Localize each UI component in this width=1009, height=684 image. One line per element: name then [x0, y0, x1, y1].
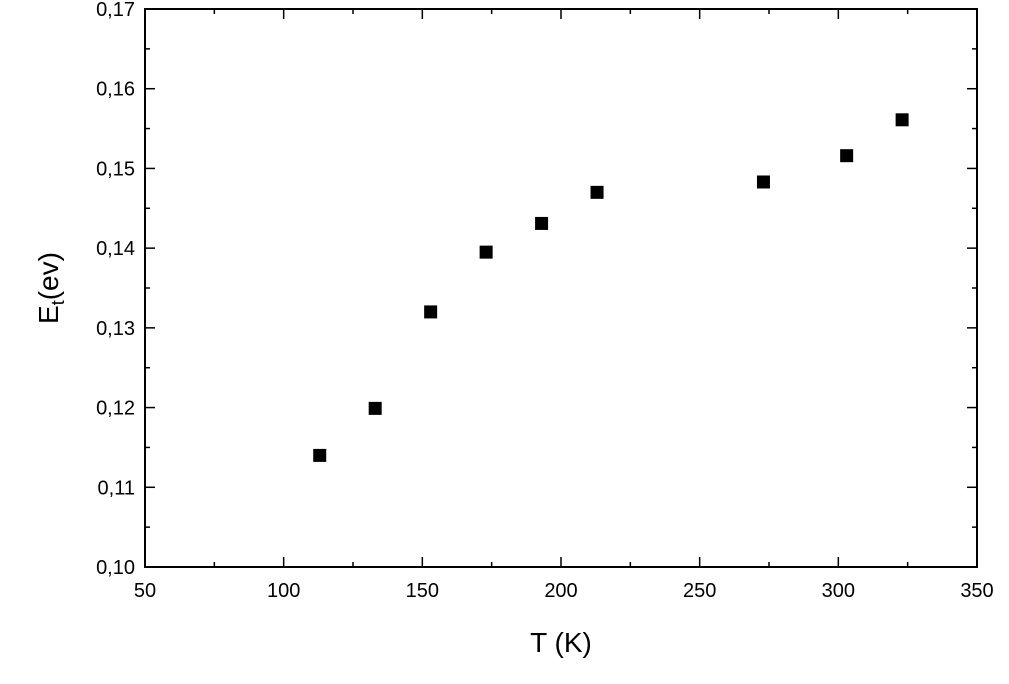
y-tick-label: 0,12 — [96, 398, 135, 420]
data-point — [756, 175, 770, 189]
x-tick-label: 100 — [267, 580, 300, 602]
data-point — [424, 305, 438, 319]
y-tick-label: 0,10 — [96, 557, 135, 579]
data-point — [590, 185, 604, 199]
y-axis-title-subscript: t — [48, 300, 68, 305]
x-tick-label: 300 — [822, 580, 855, 602]
data-point — [313, 448, 327, 462]
x-tick-labels: 50 100 150 200 250 300 350 — [134, 580, 994, 602]
y-tick-label: 0,13 — [96, 318, 135, 340]
x-axis-title: T (K) — [530, 627, 592, 658]
data-point — [535, 216, 549, 230]
data-points — [313, 113, 909, 462]
x-tick-label: 150 — [406, 580, 439, 602]
y-axis-title-rest: (ev) — [33, 252, 64, 300]
y-tick-label: 0,15 — [96, 158, 135, 180]
data-point — [895, 113, 909, 127]
plot-frame — [144, 8, 978, 568]
x-tick-label: 200 — [544, 580, 577, 602]
y-tick-label: 0,17 — [96, 0, 135, 21]
data-point — [368, 401, 382, 415]
y-axis-title: Et(ev) — [33, 252, 68, 324]
x-tick-label: 250 — [683, 580, 716, 602]
axis-ticks — [144, 8, 978, 568]
x-tick-label: 350 — [960, 580, 993, 602]
data-point — [840, 149, 854, 163]
data-point — [479, 245, 493, 259]
y-tick-label: 0,16 — [96, 79, 135, 101]
y-tick-label: 0,11 — [98, 477, 135, 499]
y-tick-labels: 0,10 0,11 0,12 0,13 0,14 0,15 0,16 0,17 — [96, 0, 135, 579]
y-tick-label: 0,14 — [96, 238, 135, 260]
y-axis-title-main: E — [33, 305, 64, 324]
x-tick-label: 50 — [134, 580, 156, 602]
